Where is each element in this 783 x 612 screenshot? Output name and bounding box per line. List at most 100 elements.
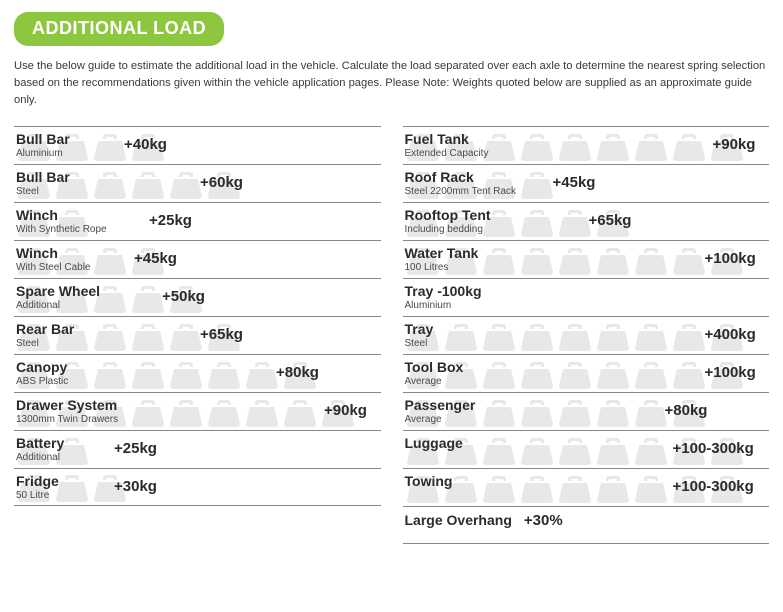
row-text: Towing+100-300kg xyxy=(405,474,768,489)
load-row: WinchWith Steel Cable+45kg xyxy=(14,240,381,278)
section-badge: ADDITIONAL LOAD xyxy=(14,12,224,46)
row-subtitle: Steel xyxy=(16,338,74,349)
row-labels: Luggage xyxy=(405,436,463,451)
row-title: Tray xyxy=(405,322,434,337)
row-labels: Drawer System1300mm Twin Drawers xyxy=(16,398,118,424)
row-title: Passenger xyxy=(405,398,476,413)
row-text: Fuel TankExtended Capacity +90kg xyxy=(405,132,768,158)
row-subtitle: 100 Litres xyxy=(405,262,479,273)
row-value: +100-300kg xyxy=(673,478,754,495)
row-subtitle: Steel xyxy=(16,186,70,197)
row-value: +400kg xyxy=(705,326,756,343)
load-row: TraySteel +400kg xyxy=(403,316,770,354)
row-text: Roof RackSteel 2200mm Tent Rack +45kg xyxy=(405,170,768,196)
load-row: Water Tank100 Litres +100kg xyxy=(403,240,770,278)
row-value: +90kg xyxy=(324,402,367,419)
row-title: Battery xyxy=(16,436,64,451)
columns-container: Bull BarAluminium+40kg Bull BarSteel+60k… xyxy=(14,126,769,544)
row-value: +25kg xyxy=(114,440,157,457)
row-text: WinchWith Synthetic Rope +25kg xyxy=(16,208,379,234)
row-subtitle: Aluminium xyxy=(405,300,482,311)
row-title: Bull Bar xyxy=(16,132,70,147)
row-text: TraySteel +400kg xyxy=(405,322,768,348)
row-text: Bull BarAluminium +40kg xyxy=(16,132,379,158)
row-text: Luggage+100-300kg xyxy=(405,436,768,451)
row-value: +65kg xyxy=(200,326,243,343)
row-title: Roof Rack xyxy=(405,170,517,185)
row-title: Canopy xyxy=(16,360,68,375)
row-value: +80kg xyxy=(665,402,708,419)
row-labels: Rear BarSteel xyxy=(16,322,74,348)
row-title: Tool Box xyxy=(405,360,464,375)
row-value: +30kg xyxy=(114,478,157,495)
row-value: +100-300kg xyxy=(673,440,754,457)
load-row: Luggage +100-300kg xyxy=(403,430,770,468)
load-row: BatteryAdditional +25kg xyxy=(14,430,381,468)
row-title: Luggage xyxy=(405,436,463,451)
row-value: +50kg xyxy=(162,288,205,305)
row-title: Rooftop Tent xyxy=(405,208,491,223)
load-row: Bull BarAluminium +40kg xyxy=(14,126,381,164)
row-title: Towing xyxy=(405,474,453,489)
row-subtitle: With Steel Cable xyxy=(16,262,90,273)
row-text: Rear BarSteel +65kg xyxy=(16,322,379,348)
load-row: Drawer System1300mm Twin Drawers +90kg xyxy=(14,392,381,430)
row-title: Fridge xyxy=(16,474,59,489)
row-labels: Rooftop TentIncluding bedding xyxy=(405,208,491,234)
row-labels: Water Tank100 Litres xyxy=(405,246,479,272)
row-subtitle: Additional xyxy=(16,452,64,463)
row-text: Tool BoxAverage+100kg xyxy=(405,360,768,386)
row-value: +30% xyxy=(524,512,563,529)
row-text: WinchWith Steel Cable+45kg xyxy=(16,246,379,272)
row-labels: Large Overhang xyxy=(405,513,512,528)
row-value: +100kg xyxy=(705,250,756,267)
row-value: +45kg xyxy=(553,174,596,191)
row-value: +90kg xyxy=(713,136,756,153)
row-labels: Spare WheelAdditional xyxy=(16,284,100,310)
row-text: CanopyABS Plastic+80kg xyxy=(16,360,379,386)
row-subtitle: With Synthetic Rope xyxy=(16,224,107,235)
column-0: Bull BarAluminium+40kg Bull BarSteel+60k… xyxy=(14,126,381,544)
row-text: Rooftop TentIncluding bedding+65kg xyxy=(405,208,768,234)
row-title: Bull Bar xyxy=(16,170,70,185)
row-subtitle: Aluminium xyxy=(16,148,70,159)
row-title: Large Overhang xyxy=(405,513,512,528)
load-row: Tray -100kgAluminium xyxy=(403,278,770,316)
row-labels: WinchWith Synthetic Rope xyxy=(16,208,107,234)
row-title: Drawer System xyxy=(16,398,118,413)
row-subtitle: Average xyxy=(405,376,464,387)
row-text: Bull BarSteel +60kg xyxy=(16,170,379,196)
row-labels: PassengerAverage xyxy=(405,398,476,424)
row-title: Fuel Tank xyxy=(405,132,489,147)
row-value: +60kg xyxy=(200,174,243,191)
column-1: Fuel TankExtended Capacity +90kg Roof Rac… xyxy=(403,126,770,544)
load-row: Rooftop TentIncluding bedding+65kg xyxy=(403,202,770,240)
row-labels: Tool BoxAverage xyxy=(405,360,464,386)
row-text: PassengerAverage +80kg xyxy=(405,398,768,424)
row-subtitle: Extended Capacity xyxy=(405,148,489,159)
row-text: Fridge50 Litre +30kg xyxy=(16,474,379,500)
row-value: +25kg xyxy=(149,212,192,229)
load-row: Spare WheelAdditional +50kg xyxy=(14,278,381,316)
row-labels: CanopyABS Plastic xyxy=(16,360,68,386)
row-text: BatteryAdditional +25kg xyxy=(16,436,379,462)
row-subtitle: Average xyxy=(405,414,476,425)
row-title: Water Tank xyxy=(405,246,479,261)
row-labels: WinchWith Steel Cable xyxy=(16,246,90,272)
row-text: Water Tank100 Litres +100kg xyxy=(405,246,768,272)
row-labels: Towing xyxy=(405,474,453,489)
row-text: Large Overhang +30% xyxy=(405,512,768,529)
load-row: Bull BarSteel +60kg xyxy=(14,164,381,202)
row-value: +40kg xyxy=(124,136,167,153)
row-labels: Fridge50 Litre xyxy=(16,474,59,500)
row-subtitle: Steel 2200mm Tent Rack xyxy=(405,186,517,197)
load-row: Tool BoxAverage+100kg xyxy=(403,354,770,392)
row-labels: TraySteel xyxy=(405,322,434,348)
row-text: Spare WheelAdditional +50kg xyxy=(16,284,379,310)
row-labels: BatteryAdditional xyxy=(16,436,64,462)
load-row: Fridge50 Litre +30kg xyxy=(14,468,381,506)
row-labels: Bull BarAluminium xyxy=(16,132,70,158)
row-title: Spare Wheel xyxy=(16,284,100,299)
row-title: Rear Bar xyxy=(16,322,74,337)
row-text: Tray -100kgAluminium xyxy=(405,284,768,310)
